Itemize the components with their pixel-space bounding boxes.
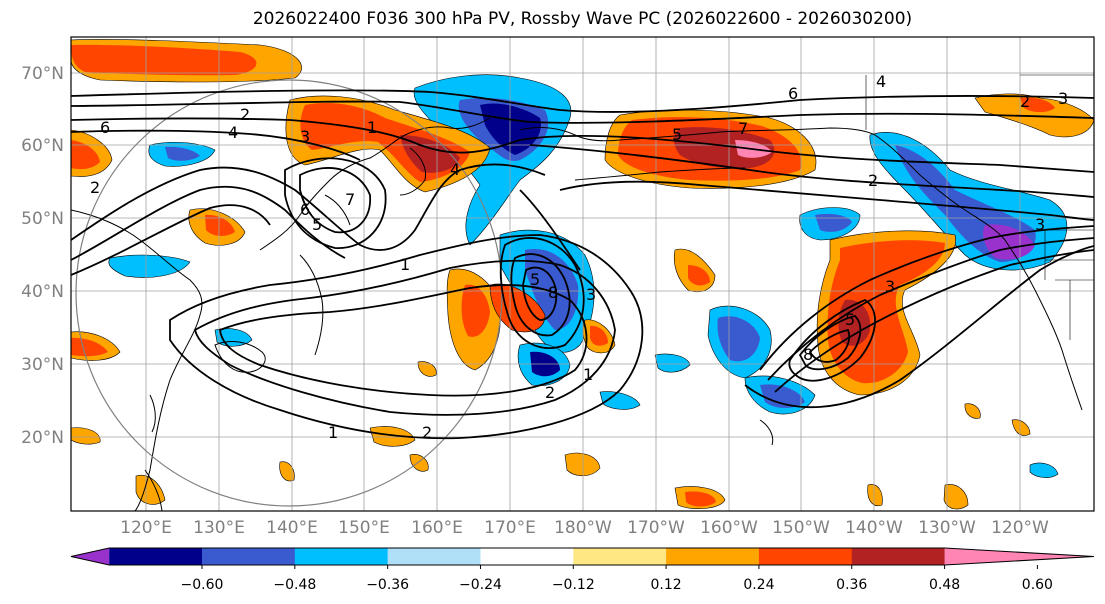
colorbar-tick-label: 0.48 xyxy=(929,577,960,593)
colorbar-tick-label: 0.24 xyxy=(743,577,774,593)
contour-label: 3 xyxy=(1035,215,1045,234)
colorbar-tick-label: −0.48 xyxy=(273,577,316,593)
contour-label: 3 xyxy=(586,285,596,304)
lon-label-160w: 160°W xyxy=(700,518,758,538)
contour-label: 7 xyxy=(345,190,355,209)
contour-label: 2 xyxy=(868,171,878,190)
negative-anomaly-shading xyxy=(108,74,1068,478)
colorbar-segment xyxy=(109,548,203,565)
lon-label-130w: 130°W xyxy=(918,518,976,538)
contour-label: 1 xyxy=(367,118,377,137)
colorbar-segment xyxy=(573,548,667,565)
lon-label-150w: 150°W xyxy=(772,518,830,538)
positive-anomaly-shading xyxy=(71,39,1094,510)
lon-label-140e: 140°E xyxy=(266,518,318,538)
colorbar-tick-label: −0.60 xyxy=(181,577,224,593)
contour-label: 3 xyxy=(885,277,895,296)
contour-label: 6 xyxy=(100,118,110,137)
map-title: 2026022400 F036 300 hPa PV, Rossby Wave … xyxy=(252,9,913,29)
contour-label: 7 xyxy=(738,119,748,138)
lon-label-140w: 140°W xyxy=(845,518,903,538)
colorbar-segment xyxy=(480,548,574,565)
contour-label: 2 xyxy=(545,383,555,402)
colorbar-tick-label: −0.12 xyxy=(552,577,595,593)
contour-label: 4 xyxy=(450,160,460,179)
lon-label-150e: 150°E xyxy=(338,518,390,538)
lon-label-130e: 130°E xyxy=(193,518,245,538)
lat-label-70n: 70°N xyxy=(21,64,64,84)
map-frame xyxy=(70,36,1095,512)
contour-label: 2 xyxy=(1020,92,1030,111)
colorbar-outline xyxy=(70,547,1095,566)
contour-label: 2 xyxy=(240,105,250,124)
contour-labels: 2 6 4 3 1 2 1 6 7 5 1 2 1 7 5 4 5 8 3 2 … xyxy=(90,72,1068,442)
contour-label: 1 xyxy=(328,423,338,442)
contour-label: 6 xyxy=(788,84,798,103)
colorbar-segment xyxy=(294,548,389,565)
political-boundaries xyxy=(865,74,1094,340)
contour-label: 4 xyxy=(228,123,238,142)
colorbar-extend-min xyxy=(71,548,110,565)
lon-label-120w: 120°W xyxy=(991,518,1049,538)
pv-contours xyxy=(71,89,1094,440)
contour-label: 1 xyxy=(583,365,593,384)
contour-label: 8 xyxy=(548,283,558,302)
longitude-labels: 120°E 130°E 140°E 150°E 160°E 170°E 180°… xyxy=(120,518,1049,538)
lon-label-120e: 120°E xyxy=(120,518,172,538)
coastlines xyxy=(71,117,1083,511)
colorbar-segment xyxy=(851,548,946,565)
colorbar-tick-label: 0.12 xyxy=(651,577,682,593)
contour-label: 3 xyxy=(1058,89,1068,108)
contour-label: 3 xyxy=(300,127,310,146)
colorbar-tick-label: 0.60 xyxy=(1022,577,1053,593)
contour-label: 5 xyxy=(845,310,855,329)
colorbar-segments xyxy=(70,547,1095,566)
contour-label: 5 xyxy=(312,215,322,234)
contour-label: 1 xyxy=(400,255,410,274)
contour-label: 8 xyxy=(803,345,813,364)
contour-label: 5 xyxy=(530,270,540,289)
colorbar-segment xyxy=(758,548,853,565)
latitude-labels: 70°N 60°N 50°N 40°N 30°N 20°N xyxy=(21,64,64,448)
colorbar-segment xyxy=(666,548,760,565)
colorbar-tick-label: −0.24 xyxy=(459,577,502,593)
colorbar-ticks: −0.60 −0.48 −0.36 −0.24 −0.12 0.12 0.24 … xyxy=(181,565,1053,593)
lat-label-30n: 30°N xyxy=(21,355,64,375)
lat-label-40n: 40°N xyxy=(21,282,64,302)
lon-label-180w: 180°W xyxy=(554,518,612,538)
colorbar-segment xyxy=(387,548,482,565)
contour-label: 2 xyxy=(90,178,100,197)
colorbar-segment xyxy=(202,548,296,565)
colorbar-tick-label: −0.36 xyxy=(366,577,409,593)
contour-label: 6 xyxy=(300,200,310,219)
contour-label: 5 xyxy=(672,125,682,144)
colorbar-tick-label: 0.36 xyxy=(836,577,867,593)
lat-label-50n: 50°N xyxy=(21,209,64,229)
lon-label-160e: 160°E xyxy=(411,518,463,538)
colorbar: −0.60 −0.48 −0.36 −0.24 −0.12 0.12 0.24 … xyxy=(70,547,1095,593)
lat-label-20n: 20°N xyxy=(21,428,64,448)
map-area: 2 6 4 3 1 2 1 6 7 5 1 2 1 7 5 4 5 8 3 2 … xyxy=(71,37,1094,511)
contour-label: 4 xyxy=(876,72,886,91)
colorbar-extend-max xyxy=(944,548,1094,565)
lat-label-60n: 60°N xyxy=(21,136,64,156)
contour-label: 2 xyxy=(422,423,432,442)
lon-label-170e: 170°E xyxy=(484,518,536,538)
lon-label-170w: 170°W xyxy=(627,518,685,538)
